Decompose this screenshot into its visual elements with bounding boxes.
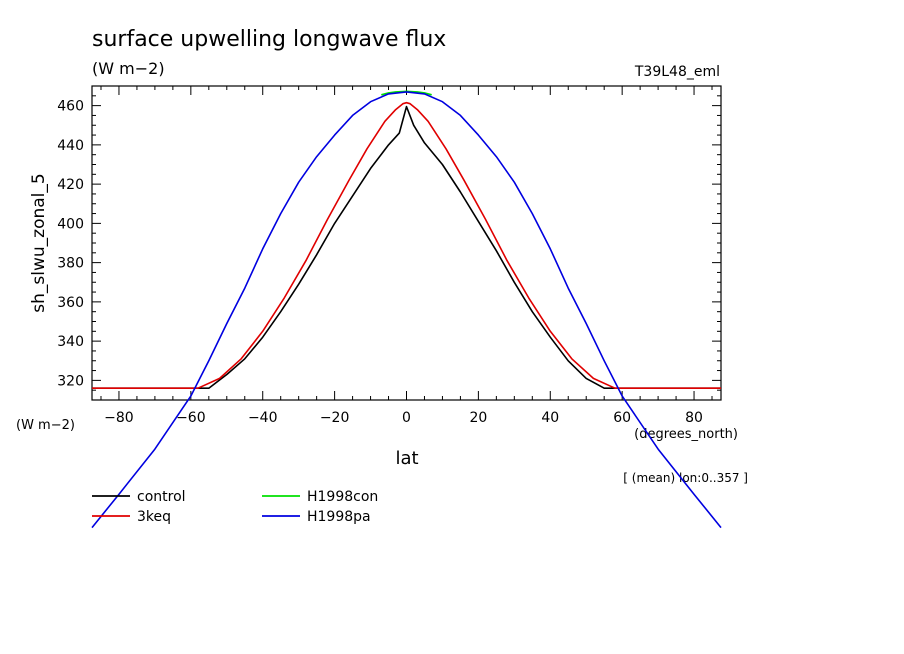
x-tick-label: −80 (104, 410, 134, 426)
y-axis-label: sh_slwu_zonal_5 (29, 173, 49, 312)
x-tick-label: −40 (248, 410, 278, 426)
series-line-control (92, 105, 721, 390)
legend-label-3keq: 3keq (137, 509, 171, 525)
x-tick-label: −20 (320, 410, 350, 426)
x-tick-label: 60 (613, 410, 631, 426)
chart-title: surface upwelling longwave flux (92, 27, 446, 52)
region-note: [ (mean) lon:0..357 ] (623, 471, 748, 485)
x-tick-label: 80 (685, 410, 703, 426)
legend: control H1998con 3keq H1998pa (92, 489, 378, 525)
y-tick-label: 420 (57, 177, 84, 193)
y-tick-label: 380 (57, 256, 84, 272)
x-axis-units: (degrees_north) (634, 427, 738, 442)
y-axis-units: (W m−2) (16, 418, 75, 433)
y-tick-label: 360 (57, 295, 84, 311)
axes-group: −80 −60 −40 −20 0 20 40 60 80 320 340 360 380 400 420 4… (57, 85, 722, 426)
model-label: T39L48_eml (634, 64, 720, 80)
y-tick-label: 400 (57, 216, 84, 232)
legend-label-h1998con: H1998con (307, 489, 378, 505)
series-line-h1998pa (91, 91, 722, 529)
x-tick-label: 20 (469, 410, 487, 426)
legend-label-h1998pa: H1998pa (307, 509, 371, 525)
y-tick-label: 340 (57, 334, 84, 350)
series-line-3keq (92, 101, 721, 390)
legend-label-control: control (137, 489, 186, 505)
y-tick-label: 460 (57, 99, 84, 115)
x-tick-label: −60 (176, 410, 206, 426)
x-tick-label: 40 (541, 410, 559, 426)
y-tick-label: 440 (57, 138, 84, 154)
y-tick-label: 320 (57, 373, 84, 389)
x-axis-label: lat (395, 448, 418, 469)
x-tick-label: 0 (402, 410, 411, 426)
series-group (91, 90, 722, 529)
chart-units: (W m−2) (92, 59, 165, 78)
plot-frame (91, 85, 722, 401)
